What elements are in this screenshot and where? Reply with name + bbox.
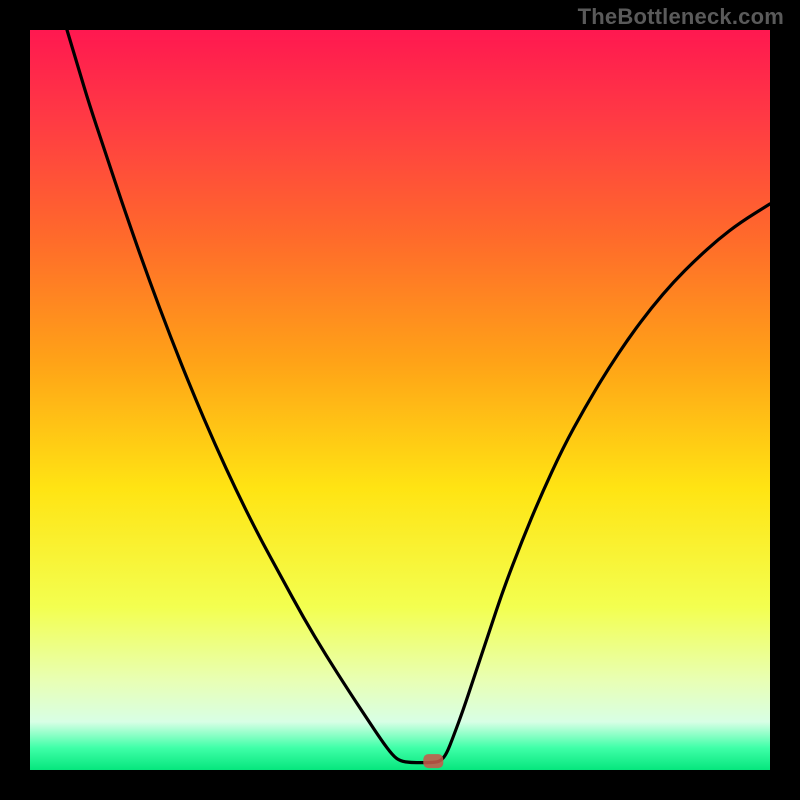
optimal-marker (423, 754, 443, 768)
watermark-text: TheBottleneck.com (578, 4, 784, 30)
bottleneck-chart (0, 0, 800, 800)
chart-container: TheBottleneck.com (0, 0, 800, 800)
plot-background (30, 30, 770, 770)
